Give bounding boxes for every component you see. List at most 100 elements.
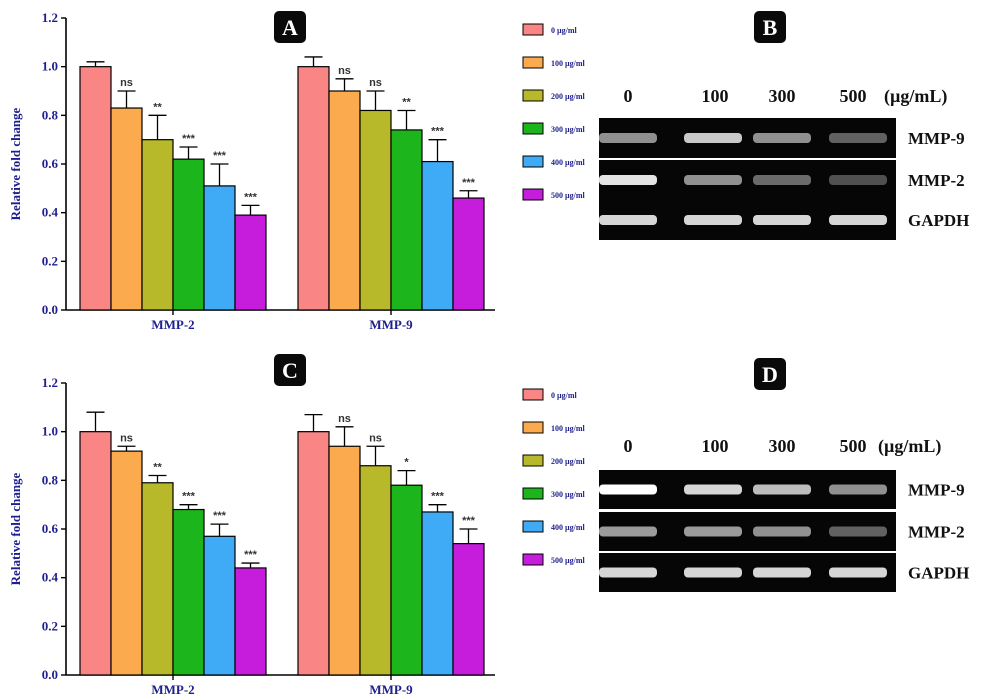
y-tick-label: 0.4 (42, 570, 59, 585)
bar-chart-a: 0.0 0.2 0.4 0.6 0.8 1.0 1.2 Relative fold chang… (8, 10, 495, 332)
legend-label: 0 µg/ml (551, 26, 577, 35)
bar (359, 465, 392, 676)
panel-letter-badge (754, 11, 786, 43)
legend-label: 100 µg/ml (551, 59, 585, 68)
gel-band (753, 526, 811, 537)
unit-label: (µg/mL) (878, 436, 941, 457)
lane-label: 0 (624, 86, 633, 106)
bar (110, 450, 143, 676)
lane-label: 300 (769, 436, 796, 456)
significance-label: ns (369, 432, 382, 444)
panel-letter-badge (274, 11, 306, 43)
lane-label: 100 (702, 86, 729, 106)
legend-swatch (522, 155, 544, 168)
bar (421, 511, 454, 676)
legend-top: 0 µg/ml 100 µg/ml 200 µg/ml 300 µg/ml 400 µg… (522, 23, 585, 201)
panel-letter: B (763, 15, 778, 40)
gel-panel-d: 0 100 300 500 (µg/mL) MMP-9 MMP-2 GAPDH (599, 436, 969, 592)
x-tick-label: MMP-9 (369, 317, 413, 332)
significance-label: ** (153, 101, 162, 113)
legend-label: 400 µg/ml (551, 523, 585, 532)
y-tick-label: 0.0 (42, 302, 58, 317)
significance-label: ns (369, 77, 382, 89)
gel-band (829, 567, 887, 578)
bar (421, 160, 454, 311)
gel-row-label: GAPDH (908, 211, 969, 230)
y-tick-label: 1.0 (42, 59, 58, 74)
legend-swatch (522, 421, 544, 434)
gel-band (684, 133, 742, 143)
lane-label: 300 (769, 86, 796, 106)
legend-label: 200 µg/ml (551, 457, 585, 466)
y-axis-title: Relative fold change (8, 107, 23, 220)
bar (328, 445, 361, 676)
bar (172, 508, 205, 676)
y-tick-label: 1.0 (42, 424, 58, 439)
lane-label: 500 (840, 436, 867, 456)
x-tick-label: MMP-2 (151, 317, 194, 332)
bar (359, 109, 392, 311)
significance-label: ** (402, 96, 411, 108)
panel-letter-badge (274, 354, 306, 386)
bar (390, 129, 423, 311)
legend-label: 200 µg/ml (551, 92, 585, 101)
gel-row-label: MMP-9 (908, 129, 965, 148)
significance-label: *** (244, 549, 258, 561)
significance-label: *** (431, 491, 445, 503)
gel-band (829, 215, 887, 225)
legend-swatch (522, 89, 544, 102)
legend-swatch (522, 188, 544, 201)
significance-label: ns (120, 432, 133, 444)
gel-band (753, 215, 811, 225)
y-tick-label: 0.8 (42, 107, 59, 122)
bar (297, 66, 330, 311)
x-tick-label: MMP-2 (151, 682, 194, 695)
gel-band (829, 133, 887, 143)
legend-label: 300 µg/ml (551, 125, 585, 134)
lane-label: 100 (702, 436, 729, 456)
legend-bottom: 0 µg/ml 100 µg/ml 200 µg/ml 300 µg/ml 400 µg… (522, 388, 585, 566)
legend-swatch (522, 23, 544, 36)
significance-label: *** (462, 177, 476, 189)
gel-row-label: MMP-9 (908, 481, 965, 500)
significance-label: *** (213, 510, 227, 522)
y-tick-label: 0.6 (42, 156, 59, 171)
legend-swatch (522, 487, 544, 500)
gel-band (753, 175, 811, 185)
y-tick-label: 0.2 (42, 618, 58, 633)
gel-band (829, 484, 887, 495)
gel-band (599, 526, 657, 537)
significance-label: ns (338, 413, 351, 425)
gel-band (599, 484, 657, 495)
unit-label: (µg/mL) (884, 86, 947, 107)
y-tick-label: 0.8 (42, 472, 59, 487)
gel-band (684, 215, 742, 225)
y-tick-label: 1.2 (42, 10, 58, 25)
bar (172, 158, 205, 311)
legend-swatch (522, 553, 544, 566)
bar (79, 66, 112, 311)
legend-label: 100 µg/ml (551, 424, 585, 433)
legend-swatch (522, 56, 544, 69)
y-tick-label: 1.2 (42, 375, 58, 390)
x-tick-label: MMP-9 (369, 682, 413, 695)
panel-letter-badge (754, 358, 786, 390)
legend-swatch (522, 520, 544, 533)
legend-label: 300 µg/ml (551, 490, 585, 499)
significance-label: *** (462, 515, 476, 527)
lane-label: 0 (624, 436, 633, 456)
lane-label: 500 (840, 86, 867, 106)
panel-letter: C (282, 358, 298, 383)
bar (203, 535, 236, 676)
gel-row-label: MMP-2 (908, 171, 965, 190)
significance-label: *** (244, 191, 258, 203)
significance-label: ns (338, 65, 351, 77)
significance-label: *** (182, 491, 196, 503)
bar (234, 214, 267, 311)
bar (79, 431, 112, 676)
significance-label: *** (431, 126, 445, 138)
gel-band (684, 175, 742, 185)
significance-label: ns (120, 77, 133, 89)
gel-band (599, 133, 657, 143)
bar (234, 567, 267, 676)
